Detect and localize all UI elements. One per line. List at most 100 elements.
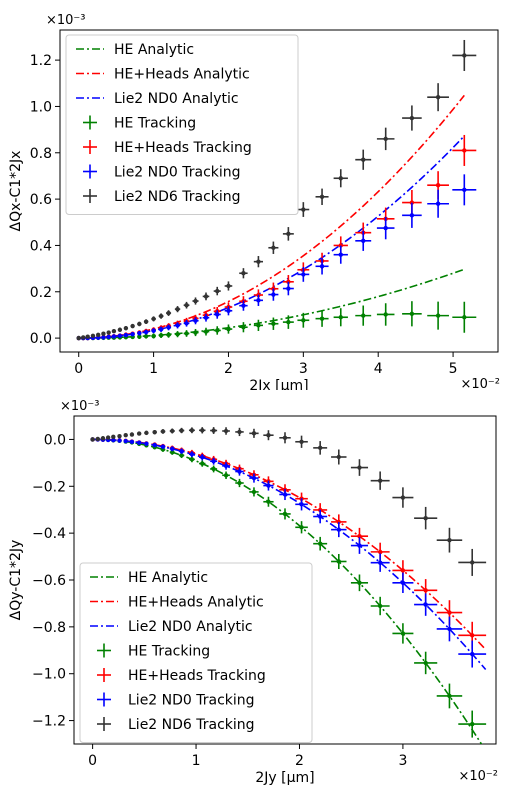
data-point	[151, 328, 156, 334]
data-point	[123, 433, 128, 438]
legend-item-lie2-nd6-tracking: Lie2 ND6 Tracking	[97, 717, 255, 733]
y-tick-label: −1.0	[32, 667, 66, 683]
legend-label: Lie2 ND6 Tracking	[114, 189, 241, 205]
data-point	[130, 323, 135, 329]
series-line-he-analytic	[78, 268, 465, 339]
data-point	[202, 327, 210, 336]
x-tick-label: 3	[299, 361, 308, 377]
data-point	[263, 496, 274, 507]
y-tick-label: 1.0	[30, 99, 52, 115]
data-point	[239, 322, 248, 333]
data-point	[436, 683, 463, 709]
data-point	[151, 333, 156, 339]
data-point	[279, 488, 291, 501]
data-point	[188, 456, 195, 463]
y-tick-label: 1.2	[30, 53, 52, 69]
legend-label: HE Tracking	[128, 644, 210, 660]
data-point	[95, 436, 100, 442]
data-point	[188, 451, 195, 458]
legend-box	[79, 562, 313, 743]
data-point	[263, 480, 274, 491]
data-point	[101, 335, 106, 340]
y-tick-label: 0.2	[30, 285, 52, 301]
data-point	[249, 428, 259, 438]
data-point	[331, 522, 347, 538]
data-point	[117, 333, 123, 338]
y-tick-label: 0.6	[30, 192, 52, 208]
data-point	[331, 449, 347, 465]
x-tick-label: 2	[295, 753, 304, 769]
data-point	[279, 432, 291, 444]
data-point	[297, 312, 310, 328]
legend-label: Lie2 ND6 Tracking	[128, 717, 255, 733]
chart-qy: 0 1 2 3 0.0 −0.2 −0.4 −0.6 −0.8 −1.0 −1.2 ×10⁻³ ×10⁻…	[8, 399, 498, 786]
data-point	[376, 127, 395, 151]
data-point	[414, 593, 438, 616]
series-points-lie2-nd6-tracking	[76, 39, 477, 341]
series-points-lie2-nd0-tracking	[90, 437, 487, 668]
data-point	[333, 245, 348, 264]
legend-label: HE+Heads Analytic	[128, 595, 264, 611]
data-point	[414, 651, 438, 675]
y-tick-label: −0.6	[32, 573, 66, 589]
data-point	[152, 442, 157, 448]
data-point	[263, 430, 274, 441]
legend-item-he-tracking: HE Tracking	[97, 643, 210, 660]
y-tick-label: 0.4	[30, 238, 52, 254]
x-tick-label: 0	[88, 753, 97, 769]
data-point	[268, 241, 279, 254]
data-point	[392, 623, 414, 644]
legend-item-lie2-nd0-analytic: Lie2 ND0 Analytic	[90, 619, 253, 635]
legend-item-he-tracking: HE Tracking	[83, 115, 196, 132]
data-point	[143, 333, 149, 339]
legend-label: HE Tracking	[114, 116, 196, 132]
legend-label: HE Analytic	[114, 42, 194, 58]
legend-label: HE+Heads Tracking	[114, 140, 252, 156]
data-point	[297, 266, 310, 282]
y-tick-label: −0.4	[32, 526, 66, 542]
data-point	[178, 448, 185, 454]
data-point	[235, 427, 244, 437]
data-point	[213, 326, 221, 335]
data-point	[158, 326, 164, 332]
data-point	[452, 301, 477, 333]
data-point	[370, 553, 390, 572]
data-point	[169, 446, 175, 452]
y-multiplier-label: ×10⁻³	[46, 13, 86, 28]
chart-qx: 0 1 2 3 4 5 0.0 0.2 0.4 0.6 0.8 1.0 1.2 ×10⁻³ ×10⁻² 2Jx…	[8, 13, 500, 390]
series-points-lie2-nd6-tracking	[90, 427, 487, 576]
data-point	[199, 427, 206, 434]
data-point	[253, 294, 263, 306]
data-point	[224, 306, 233, 316]
data-point	[295, 498, 308, 511]
data-point	[224, 281, 233, 291]
data-point	[199, 460, 206, 467]
data-point	[282, 315, 294, 329]
data-point	[350, 574, 369, 592]
data-point	[192, 317, 199, 325]
data-point	[151, 316, 156, 322]
data-point	[370, 596, 390, 616]
data-point	[136, 431, 142, 436]
y-tick-label: −1.2	[32, 714, 66, 730]
data-point	[137, 331, 142, 336]
data-point	[331, 553, 347, 569]
data-point	[436, 616, 463, 642]
data-point	[123, 325, 129, 331]
data-point	[315, 188, 329, 205]
data-point	[392, 572, 414, 594]
data-point	[268, 317, 279, 330]
data-point	[160, 429, 166, 434]
data-point	[188, 427, 195, 434]
x-tick-label: 0	[74, 361, 83, 377]
data-point	[452, 134, 477, 166]
data-point	[249, 487, 259, 497]
data-point	[95, 332, 101, 338]
data-point	[295, 521, 308, 534]
data-point	[106, 334, 111, 340]
data-point	[100, 436, 106, 441]
data-point	[129, 432, 135, 437]
data-point	[333, 169, 348, 188]
data-point	[192, 297, 199, 305]
data-point	[402, 301, 422, 327]
